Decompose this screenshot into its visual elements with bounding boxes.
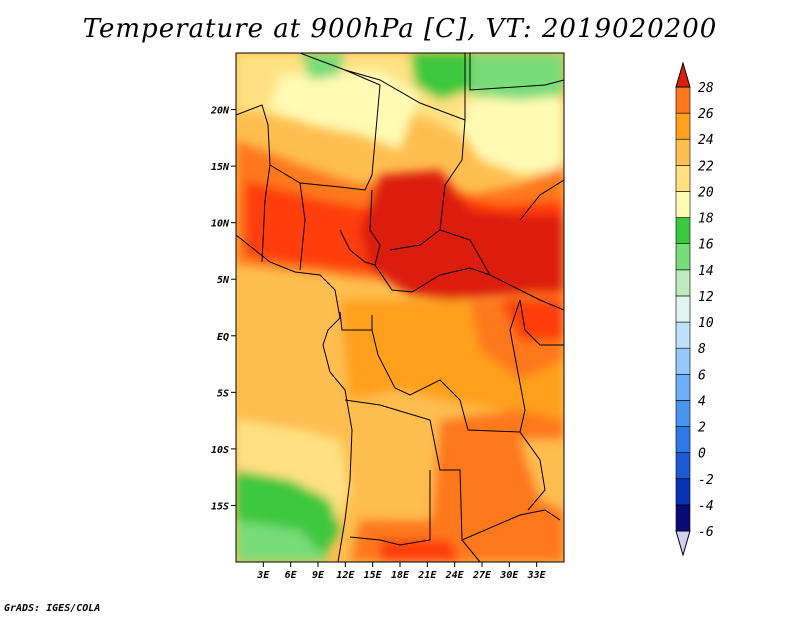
colorbar-under-triangle (675, 530, 691, 557)
colorbar-label: 8 (698, 342, 706, 357)
colorbar-label: 22 (698, 159, 714, 174)
colorbar-over-triangle (675, 61, 691, 88)
colorbar-label: -4 (698, 499, 714, 514)
colorbar-label: 0 (698, 447, 706, 462)
colorbar-swatch (675, 269, 691, 297)
colorbar-swatch (675, 400, 691, 427)
lat-tick-label: EQ (217, 332, 229, 343)
lon-tick-label: 30E (499, 570, 519, 581)
map-title: Temperature at 900hPa [C], VT: 201902020… (82, 14, 718, 44)
colorbar-label: 26 (698, 107, 714, 122)
lon-tick-label: 15E (364, 570, 383, 581)
colorbar-swatch (675, 165, 691, 192)
colorbar-swatch (675, 295, 691, 323)
colorbar-label: 18 (698, 212, 714, 227)
colorbar-swatch (675, 243, 691, 271)
colorbar-swatch (675, 373, 691, 401)
colorbar-label: 6 (698, 368, 706, 383)
colorbar-swatch (675, 112, 691, 140)
colorbar-swatch (675, 452, 691, 480)
lat-tick-label: 10S (211, 445, 229, 456)
lon-tick-label: 24E (445, 570, 465, 581)
lat-tick-label: 15N (211, 162, 230, 173)
lon-tick-label: 12E (336, 570, 355, 581)
lat-tick-label: 10N (211, 219, 230, 230)
colorbar-label: 16 (698, 238, 714, 253)
colorbar-swatch (675, 347, 691, 375)
colorbar-label: -6 (698, 525, 714, 540)
colorbar-label: 20 (698, 185, 714, 200)
colorbar-label: 2 (698, 421, 706, 436)
lon-tick-label: 9E (312, 570, 325, 581)
colorbar-swatch (675, 86, 691, 114)
colorbar-label: -2 (698, 473, 714, 488)
lat-tick-label: 5N (217, 275, 230, 286)
colorbar-label: 12 (698, 290, 714, 305)
colorbar-label: 14 (698, 264, 714, 279)
colorbar-swatch (675, 478, 691, 506)
colorbar-label: 4 (698, 394, 706, 409)
colorbar-label: 24 (698, 133, 714, 148)
lon-tick-label: 18E (391, 570, 410, 581)
country-borders (236, 53, 564, 562)
axis-ticks: 3E 6E 9E 12E 15E 18E 21E 24E 27E 30E 33E 20N 15N 10N 5… (210, 106, 547, 581)
colorbar-swatch (675, 426, 691, 453)
lon-tick-label: 27E (472, 570, 492, 581)
lat-tick-label: 20N (210, 106, 230, 117)
colorbar-swatch (675, 191, 691, 218)
lon-tick-label: 3E (256, 570, 270, 581)
grads-credit: GrADS: IGES/COLA (4, 603, 101, 614)
lat-tick-label: 5S (217, 388, 229, 399)
colorbar-swatch (675, 321, 691, 349)
colorbar-swatch (675, 138, 691, 166)
lon-tick-label: 6E (285, 570, 298, 581)
colorbar-label: 10 (698, 316, 714, 331)
colorbar-swatch (675, 217, 691, 245)
colorbar-swatch (675, 504, 691, 532)
temperature-field (236, 53, 564, 562)
lat-tick-label: 15S (211, 501, 229, 512)
colorbar-label: 28 (698, 81, 714, 96)
lon-tick-label: 21E (417, 570, 437, 581)
lon-tick-label: 33E (527, 570, 547, 581)
